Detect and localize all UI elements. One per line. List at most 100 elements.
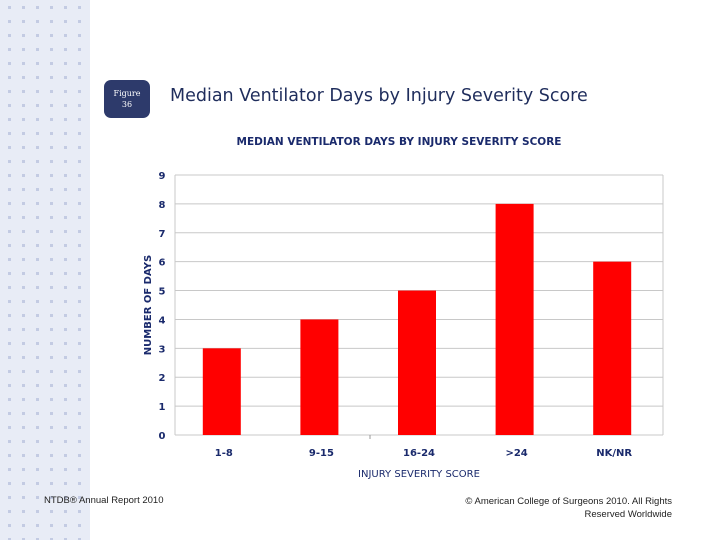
- pattern-dot: [36, 482, 39, 485]
- pattern-dot: [8, 412, 11, 415]
- y-tick-label: 7: [159, 229, 166, 240]
- pattern-dot: [36, 440, 39, 443]
- pattern-dot: [50, 160, 53, 163]
- pattern-dot: [8, 482, 11, 485]
- y-tick-label: 5: [159, 287, 166, 298]
- pattern-dot: [22, 230, 25, 233]
- pattern-dot: [8, 454, 11, 457]
- pattern-dot: [50, 398, 53, 401]
- pattern-dot: [64, 398, 67, 401]
- pattern-dot: [22, 524, 25, 527]
- pattern-dot: [78, 104, 81, 107]
- pattern-dot: [50, 48, 53, 51]
- pattern-dot: [50, 118, 53, 121]
- pattern-dot: [78, 496, 81, 499]
- pattern-dot: [50, 370, 53, 373]
- pattern-dot: [22, 258, 25, 261]
- pattern-dot: [8, 440, 11, 443]
- pattern-dot: [78, 20, 81, 23]
- pattern-dot: [8, 524, 11, 527]
- dot-pattern: [8, 6, 81, 541]
- pattern-dot: [78, 216, 81, 219]
- pattern-dot: [64, 48, 67, 51]
- pattern-dot: [50, 496, 53, 499]
- pattern-dot: [78, 440, 81, 443]
- pattern-dot: [78, 174, 81, 177]
- pattern-dot: [78, 188, 81, 191]
- pattern-dot: [36, 202, 39, 205]
- pattern-dot: [64, 524, 67, 527]
- pattern-dot: [22, 412, 25, 415]
- pattern-dot: [8, 34, 11, 37]
- pattern-dot: [50, 188, 53, 191]
- pattern-dot: [50, 412, 53, 415]
- pattern-dot: [50, 286, 53, 289]
- pattern-dot: [22, 272, 25, 275]
- y-tick-label: 3: [159, 344, 166, 355]
- pattern-dot: [78, 482, 81, 485]
- x-tick-label: 16-24: [403, 448, 435, 459]
- pattern-dot: [22, 342, 25, 345]
- pattern-dot: [78, 300, 81, 303]
- pattern-dot: [22, 286, 25, 289]
- pattern-dot: [64, 440, 67, 443]
- pattern-dot: [36, 384, 39, 387]
- x-tick-label: 9-15: [309, 448, 334, 459]
- pattern-dot: [64, 132, 67, 135]
- pattern-dot: [64, 370, 67, 373]
- pattern-dot: [8, 300, 11, 303]
- pattern-dot: [36, 62, 39, 65]
- pattern-dot: [78, 314, 81, 317]
- pattern-dot: [64, 34, 67, 37]
- pattern-dot: [78, 160, 81, 163]
- pattern-dot: [78, 202, 81, 205]
- pattern-dot: [78, 6, 81, 9]
- pattern-dot: [36, 356, 39, 359]
- pattern-dot: [78, 146, 81, 149]
- pattern-dot: [8, 118, 11, 121]
- pattern-dot: [22, 174, 25, 177]
- pattern-dot: [8, 174, 11, 177]
- pattern-dot: [64, 230, 67, 233]
- pattern-dot: [36, 174, 39, 177]
- pattern-dot: [36, 104, 39, 107]
- pattern-dot: [22, 146, 25, 149]
- pattern-dot: [64, 482, 67, 485]
- pattern-dot: [50, 356, 53, 359]
- slide-title: Median Ventilator Days by Injury Severit…: [170, 86, 588, 106]
- pattern-dot: [36, 342, 39, 345]
- pattern-dot: [36, 230, 39, 233]
- pattern-dot: [64, 468, 67, 471]
- y-tick-label: 9: [159, 171, 166, 182]
- pattern-dot: [78, 272, 81, 275]
- pattern-dot: [22, 468, 25, 471]
- pattern-dot: [8, 104, 11, 107]
- pattern-dot: [50, 342, 53, 345]
- pattern-dot: [22, 328, 25, 331]
- pattern-dot: [22, 160, 25, 163]
- pattern-dot: [64, 496, 67, 499]
- pattern-dot: [22, 216, 25, 219]
- pattern-dot: [78, 90, 81, 93]
- pattern-dot: [50, 216, 53, 219]
- pattern-dot: [50, 510, 53, 513]
- pattern-dot: [8, 384, 11, 387]
- pattern-dot: [64, 202, 67, 205]
- chart-title: MEDIAN VENTILATOR DAYS BY INJURY SEVERIT…: [237, 136, 562, 148]
- pattern-dot: [22, 62, 25, 65]
- pattern-dot: [8, 328, 11, 331]
- figure-number: 36: [121, 100, 133, 109]
- pattern-dot: [64, 300, 67, 303]
- pattern-dot: [8, 370, 11, 373]
- pattern-dot: [8, 258, 11, 261]
- pattern-dot: [78, 286, 81, 289]
- pattern-dot: [64, 146, 67, 149]
- pattern-dot: [64, 272, 67, 275]
- footer-publication: NTDB® Annual Report 2010: [44, 495, 164, 506]
- pattern-dot: [50, 146, 53, 149]
- pattern-dot: [64, 174, 67, 177]
- pattern-dot: [64, 104, 67, 107]
- bar: [593, 261, 632, 435]
- pattern-dot: [64, 76, 67, 79]
